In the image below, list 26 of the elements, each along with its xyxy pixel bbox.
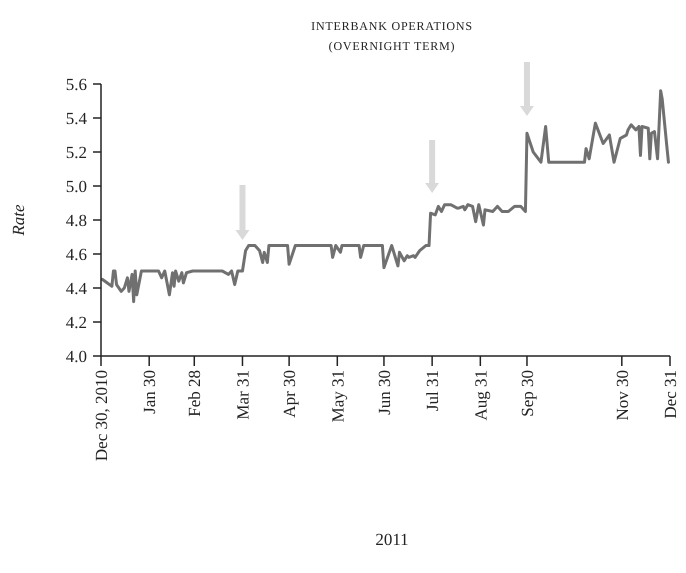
y-tick-label: 4.0 bbox=[66, 346, 87, 366]
line-series bbox=[101, 89, 670, 304]
y-tick-label: 5.0 bbox=[66, 176, 87, 196]
y-tick-label: 5.4 bbox=[66, 108, 88, 128]
x-tick-label: Sep 30 bbox=[518, 370, 537, 417]
x-tick-label: Jan 30 bbox=[140, 370, 160, 414]
y-tick-label: 4.2 bbox=[66, 312, 87, 332]
x-tick-label: Dec 31 bbox=[660, 370, 680, 419]
x-tick-label: Dec 30, 2010 bbox=[92, 370, 111, 462]
y-tick-label: 5.2 bbox=[66, 142, 87, 162]
chart-title: INTERBANK OPERATIONS bbox=[311, 19, 473, 33]
y-tick-label: 5.6 bbox=[66, 74, 87, 94]
x-tick-label: May 31 bbox=[328, 370, 348, 422]
x-tick-label: Jun 30 bbox=[374, 370, 394, 415]
x-tick-label: Mar 31 bbox=[233, 370, 252, 420]
x-axis-title: 2011 bbox=[375, 530, 409, 549]
x-tick-label: Feb 28 bbox=[185, 370, 204, 417]
x-tick-label: Jul 31 bbox=[423, 370, 442, 412]
y-tick-label: 4.4 bbox=[66, 278, 88, 298]
x-tick-label: Nov 30 bbox=[612, 370, 632, 421]
chart-subtitle: (OVERNIGHT TERM) bbox=[328, 39, 456, 53]
y-tick-label: 4.6 bbox=[66, 244, 87, 264]
y-axis-title: Rate bbox=[9, 204, 28, 237]
y-tick-label: 4.8 bbox=[66, 210, 87, 230]
x-tick-label: Apr 30 bbox=[280, 370, 300, 418]
x-tick-label: Aug 31 bbox=[471, 370, 490, 421]
